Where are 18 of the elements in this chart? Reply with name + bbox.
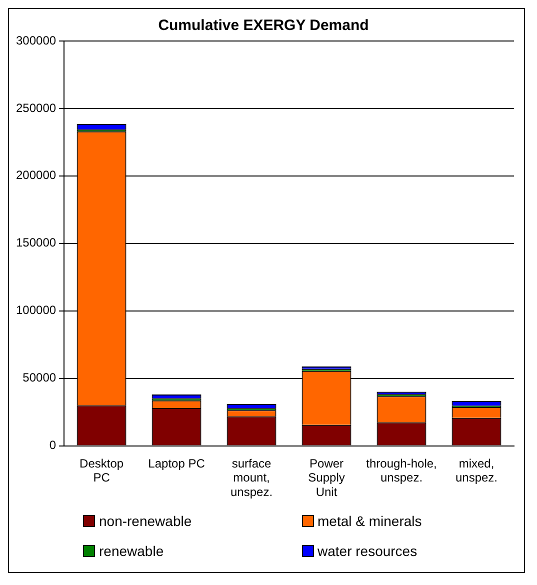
x-tick-label: through-hole, unspez. [366,456,437,485]
y-tick-label: 50000 [22,370,56,385]
legend-label: renewable [99,543,164,559]
chart-title: Cumulative EXERGY Demand [158,17,369,34]
legend-label: non-renewable [99,513,192,529]
y-tick-label: 200000 [16,168,56,182]
x-tick-label: surface mount, unspez. [230,456,273,500]
x-tick-label: mixed, unspez. [455,456,498,485]
legend-label: water resources [318,543,418,559]
y-tick-label: 250000 [16,100,56,115]
legend-label: metal & minerals [318,513,422,529]
x-tick-label: Desktop PC [80,456,124,485]
x-tick-label: Laptop PC [148,456,206,470]
y-tick-label: 150000 [16,236,56,250]
y-tick-label: 300000 [16,33,56,48]
y-tick-label: 0 [49,438,56,452]
y-tick-label: 100000 [16,303,56,318]
x-tick-label: Power Supply Unit [308,456,345,500]
